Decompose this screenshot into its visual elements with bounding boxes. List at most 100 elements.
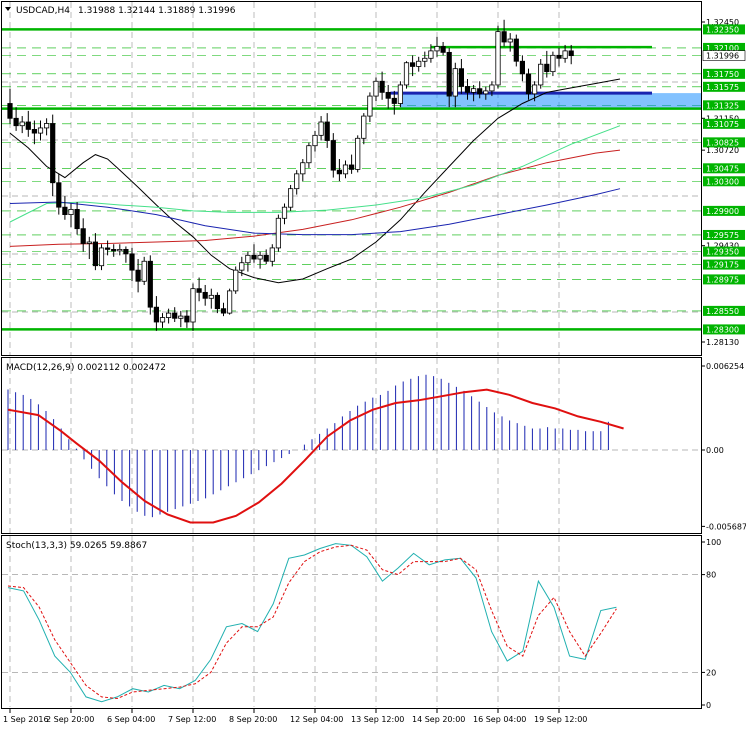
time-tick-label: 1 Sep 2016 [3,715,49,724]
price-panel[interactable]: 1.324501.311501.307201.294301.281301.323… [2,2,746,356]
candle-body [362,116,366,138]
price-level-label: 1.28975 [706,275,739,284]
candle-body [417,61,421,66]
candle-body [471,89,475,93]
candle-body [215,295,219,308]
candle-body [69,209,73,214]
macd-tick-label: 0.00 [706,446,724,455]
price-level-label: 1.30475 [706,164,739,173]
candle-body [105,248,109,249]
candle-body [301,163,305,174]
candle-body [26,122,30,129]
time-tick-label: 12 Sep 04:00 [290,715,343,724]
candle-body [148,261,152,307]
price-panel-frame [2,2,702,356]
candle-body [44,123,48,127]
candle-body [246,255,250,262]
candle-body [240,263,244,270]
candle-body [75,209,79,228]
price-level-label: 1.29575 [706,231,739,240]
price-level-label: 1.29900 [706,207,739,216]
ohlc-values: 1.31988 1.32144 1.31889 1.31996 [78,6,236,16]
symbol-header: USDCAD,H4 1.31988 1.32144 1.31889 1.3199… [5,6,236,16]
price-level-label: 1.29350 [706,248,739,257]
candle-body [288,189,292,208]
candle-body [179,316,183,318]
candle-body [349,165,353,169]
candle-body [337,170,341,174]
candle-body [331,141,335,171]
candle-body [14,118,18,125]
candle-body [526,74,530,94]
candle-body [142,261,146,281]
candle-body [398,85,402,104]
price-level-label: 1.31575 [706,83,739,92]
candle-body [118,249,122,250]
stochastic-tick-label: 0 [706,701,711,710]
candle-body [295,174,299,189]
candle-body [99,248,103,266]
candle-body [404,63,408,85]
time-tick-label: 7 Sep 12:00 [168,715,216,724]
candle-body [551,55,555,71]
candle-body [459,69,463,87]
price-level-label: 1.31325 [706,101,739,110]
macd-title: MACD(12,26,9) 0.002112 0.002472 [6,363,166,373]
candle-body [325,122,329,141]
candle-body [264,255,268,261]
candle-body [209,295,213,298]
candle-body [520,61,524,74]
candle-body [203,292,207,298]
price-axis: 1.324501.311501.307201.294301.281301.323… [701,18,745,347]
candle-body [313,135,317,145]
price-level-label: 1.30825 [706,138,739,147]
candle-body [160,318,164,322]
candle-body [234,270,238,291]
candle-body [410,63,414,67]
candle-body [81,229,85,244]
candle-body [563,51,567,58]
candle-body [173,313,177,318]
candle-body [484,91,488,94]
candle-body [197,289,201,293]
candle-body [270,248,274,261]
candle-body [374,81,378,96]
candle-body [539,64,543,85]
candle-body [441,46,445,52]
symbol-label: USDCAD,H4 [16,6,70,16]
stochastic-tick-label: 100 [706,538,721,547]
candle-body [130,254,134,270]
current-price-label: 1.31996 [706,52,739,61]
candle-body [38,128,42,133]
candle-body [478,89,482,94]
candle-body [496,32,500,85]
candle-body [252,255,256,259]
candle-body [569,51,573,56]
candle-body [166,313,170,317]
stochastic-tick-label: 20 [706,668,716,677]
price-level-label: 1.31075 [706,120,739,129]
candle-body [112,249,116,250]
candle-body [380,81,384,92]
macd-tick-label: 0.006254 [706,362,744,371]
candle-body [51,123,55,182]
candle-body [423,58,427,61]
candle-body [392,98,396,103]
time-tick-label: 8 Sep 20:00 [229,715,277,724]
time-tick-label: 14 Sep 20:00 [412,715,465,724]
time-tick-label: 16 Sep 04:00 [473,715,526,724]
price-level-label: 1.31750 [706,70,739,79]
price-level-label: 1.32350 [706,25,739,34]
candle-body [368,96,372,116]
candle-body [185,316,189,322]
candle-body [508,39,512,42]
candle-body [429,51,433,58]
stochastic-title: Stoch(13,3,3) 59.0265 59.8867 [6,541,147,551]
candle-body [20,122,24,126]
candle-body [557,55,561,58]
candle-body [32,129,36,133]
